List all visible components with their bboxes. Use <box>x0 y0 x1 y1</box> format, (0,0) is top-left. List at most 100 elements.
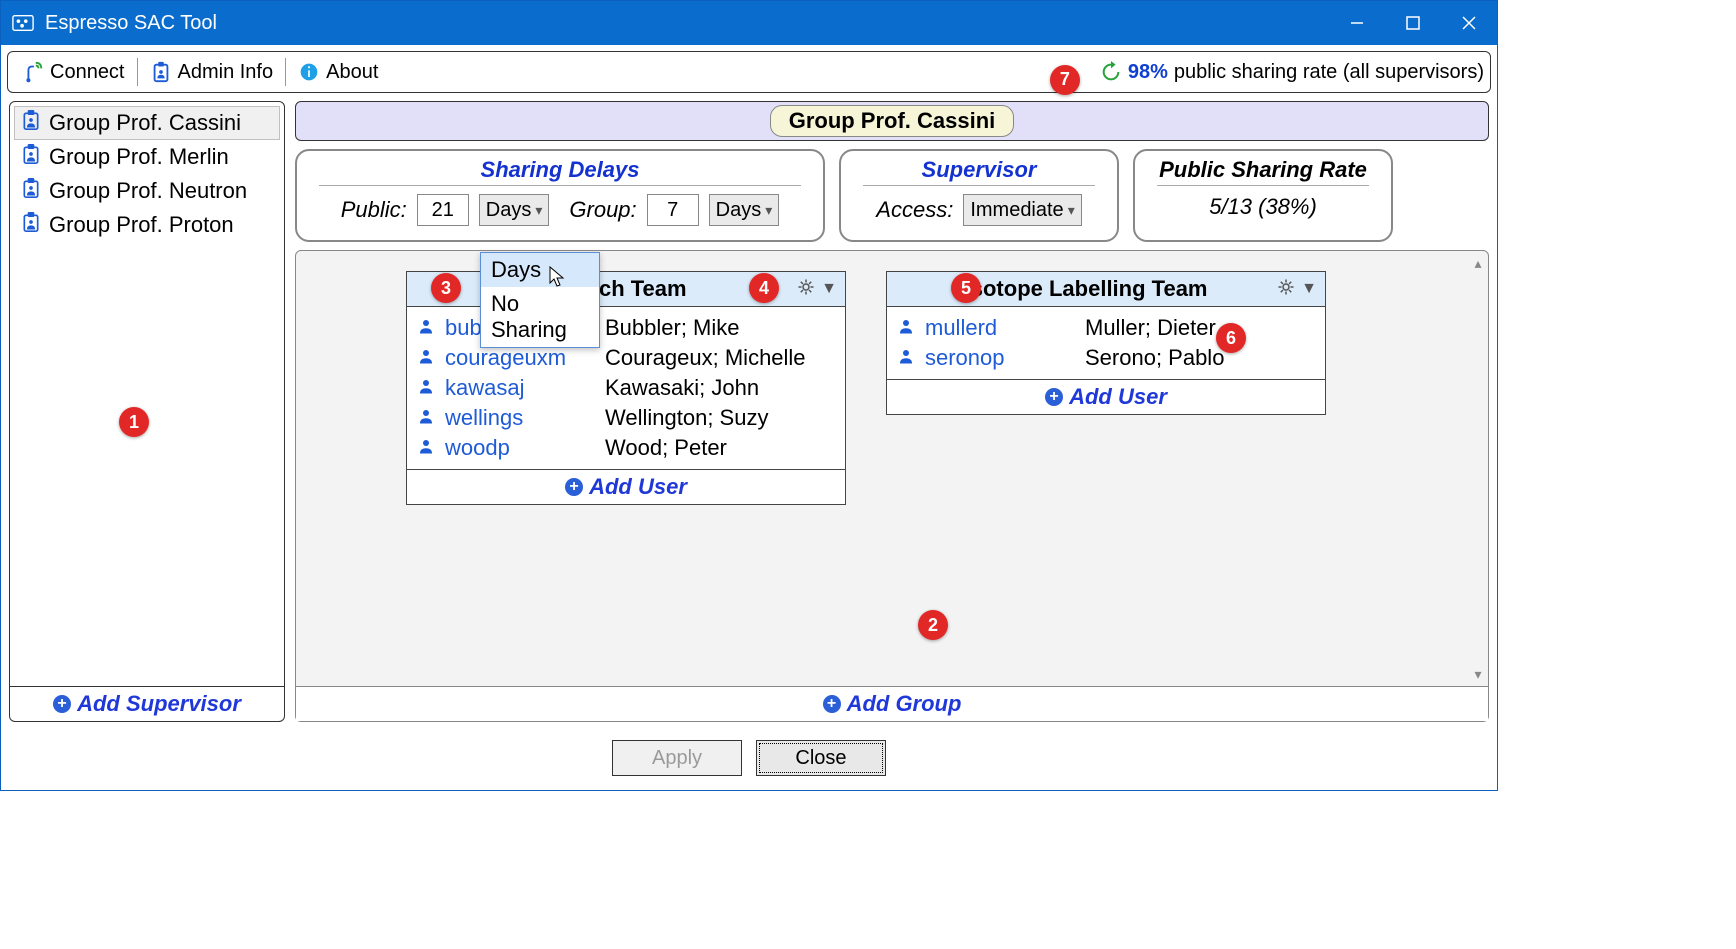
public-sharing-rate-panel: Public Sharing Rate 5/13 (38%) <box>1133 149 1393 242</box>
group-delay-input[interactable] <box>647 194 699 226</box>
callout-2: 2 <box>918 610 948 640</box>
dropdown-option-days[interactable]: Days <box>481 253 599 287</box>
toolbar-separator <box>285 58 286 86</box>
add-group-button[interactable]: + Add Group <box>823 691 962 717</box>
app-icon <box>11 11 35 35</box>
chevron-down-icon[interactable]: ▼ <box>1301 280 1317 298</box>
toolbar-separator <box>137 58 138 86</box>
gear-icon[interactable] <box>1277 278 1295 301</box>
apply-button[interactable]: Apply <box>612 740 742 776</box>
unit-dropdown-menu: Days No Sharing <box>480 252 600 348</box>
group-delay-unit-combo[interactable]: Days ▾ <box>709 194 780 226</box>
connect-icon <box>22 61 44 83</box>
member-username[interactable]: mullerd <box>925 315 1075 341</box>
close-button[interactable]: Close <box>756 740 886 776</box>
public-delay-unit-combo[interactable]: Days ▾ <box>479 194 550 226</box>
close-window-button[interactable] <box>1441 1 1497 45</box>
admin-info-label: Admin Info <box>178 61 274 84</box>
maximize-button[interactable] <box>1385 1 1441 45</box>
connect-button[interactable]: Connect <box>14 59 133 86</box>
callout-4: 4 <box>749 273 779 303</box>
clipboard-person-icon <box>21 211 41 239</box>
supervisor-title: Supervisor <box>863 157 1095 186</box>
app-title: Espresso SAC Tool <box>45 12 1329 35</box>
sidebar-item[interactable]: Group Prof. Cassini <box>14 106 280 140</box>
group-name-badge: Group Prof. Cassini <box>770 105 1015 137</box>
group-sidebar: Group Prof. Cassini Group Prof. Merlin Gro… <box>9 101 285 722</box>
main-panel: Group Prof. Cassini Sharing Delays Publi… <box>295 101 1489 722</box>
group-delay-label: Group: <box>569 197 636 223</box>
public-delay-input[interactable] <box>417 194 469 226</box>
member-fullname: Wellington; Suzy <box>605 405 835 431</box>
team-member-row: mullerd Muller; Dieter <box>897 313 1315 343</box>
group-list: Group Prof. Cassini Group Prof. Merlin Gro… <box>10 102 284 686</box>
member-username[interactable]: woodp <box>445 435 595 461</box>
team-member-list: mullerd Muller; DieterseronopSerono; Pabl… <box>887 307 1325 379</box>
callout-5: 5 <box>951 273 981 303</box>
add-user-button[interactable]: + Add User <box>1045 384 1167 410</box>
member-username[interactable]: wellings <box>445 405 595 431</box>
member-username[interactable]: seronop <box>925 345 1075 371</box>
callout-7: 7 <box>1050 65 1080 95</box>
group-delay-unit-value: Days <box>716 199 762 222</box>
supervisor-access-combo[interactable]: Immediate ▾ <box>963 194 1081 226</box>
sidebar-footer: + Add Supervisor <box>10 686 284 721</box>
minimize-button[interactable] <box>1329 1 1385 45</box>
content-area: Group Prof. Cassini Group Prof. Merlin Gro… <box>1 93 1497 730</box>
supervisor-access-label: Access: <box>876 197 953 223</box>
add-user-button[interactable]: +Add User <box>565 474 687 500</box>
callout-3: 3 <box>431 273 461 303</box>
member-fullname: Bubbler; Mike <box>605 315 835 341</box>
psr-title: Public Sharing Rate <box>1157 157 1369 186</box>
sidebar-item[interactable]: Group Prof. Proton <box>14 208 280 242</box>
gear-icon[interactable] <box>797 278 815 301</box>
admin-info-button[interactable]: Admin Info <box>142 59 282 86</box>
member-username[interactable]: courageuxm <box>445 345 595 371</box>
info-icon <box>298 61 320 83</box>
clipboard-person-icon <box>21 177 41 205</box>
member-username[interactable]: kawasaj <box>445 375 595 401</box>
public-delay-label: Public: <box>341 197 407 223</box>
scroll-up-arrow[interactable]: ▴ <box>1470 255 1486 272</box>
refresh-icon[interactable] <box>1100 61 1122 83</box>
team-member-row: woodpWood; Peter <box>417 433 835 463</box>
member-fullname: Courageux; Michelle <box>605 345 835 371</box>
person-icon <box>417 315 435 341</box>
member-fullname: Muller; Dieter <box>1085 315 1315 341</box>
team-member-row: seronopSerono; Pablo <box>897 343 1315 373</box>
person-icon <box>897 315 915 341</box>
group-header: Group Prof. Cassini <box>295 101 1489 141</box>
team-member-row: kawasaj Kawasaki; John <box>417 373 835 403</box>
add-supervisor-button[interactable]: + Add Supervisor <box>53 691 241 717</box>
chevron-down-icon: ▾ <box>1068 202 1075 219</box>
clipboard-person-icon <box>21 143 41 171</box>
sidebar-item[interactable]: Group Prof. Neutron <box>14 174 280 208</box>
plus-icon: + <box>823 695 841 713</box>
public-delay-unit-value: Days <box>486 199 532 222</box>
public-rate-indicator: 7 98% public sharing rate (all superviso… <box>1100 61 1484 84</box>
psr-value: 5/13 (38%) <box>1153 194 1373 220</box>
add-user-label: Add User <box>1069 384 1167 410</box>
sidebar-item[interactable]: Group Prof. Merlin <box>14 140 280 174</box>
chevron-down-icon: ▾ <box>535 202 542 219</box>
person-icon <box>417 345 435 371</box>
sharing-delays-panel: Sharing Delays Public: Days ▾ Group: Day… <box>295 149 825 242</box>
window-controls <box>1329 1 1497 45</box>
about-label: About <box>326 61 378 84</box>
clipboard-person-icon <box>21 109 41 137</box>
add-group-label: Add Group <box>847 691 962 717</box>
member-fullname: Kawasaki; John <box>605 375 835 401</box>
callout-6: 6 <box>1216 323 1246 353</box>
add-supervisor-label: Add Supervisor <box>77 691 241 717</box>
plus-icon: + <box>1045 388 1063 406</box>
team-title: Research Team <box>415 276 797 302</box>
person-icon <box>417 405 435 431</box>
dropdown-option-nosharing[interactable]: No Sharing <box>481 287 599 347</box>
chevron-down-icon[interactable]: ▼ <box>821 280 837 298</box>
connect-label: Connect <box>50 61 125 84</box>
sidebar-item-label: Group Prof. Merlin <box>49 144 229 170</box>
team-footer: + Add User <box>887 379 1325 414</box>
about-button[interactable]: About <box>290 59 386 86</box>
team-member-row: wellings Wellington; Suzy <box>417 403 835 433</box>
scroll-down-arrow[interactable]: ▾ <box>1470 666 1486 683</box>
